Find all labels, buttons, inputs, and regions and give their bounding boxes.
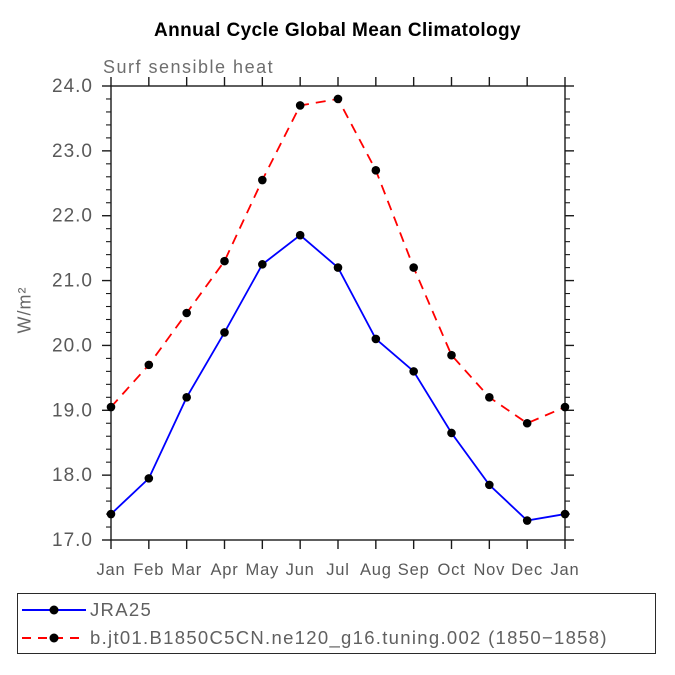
x-tick-label: Jan <box>550 561 579 579</box>
legend-marker-dot <box>49 633 59 643</box>
x-tick-label: Jul <box>326 561 350 579</box>
y-tick-label: 18.0 <box>52 465 93 486</box>
legend-marker-dot <box>49 605 59 615</box>
legend-line-sample-dashed <box>22 633 86 643</box>
data-point-marker <box>409 263 418 272</box>
x-tick-label: Feb <box>133 561 164 579</box>
data-point-marker <box>220 328 229 337</box>
data-point-marker <box>144 360 154 370</box>
data-point-marker <box>106 509 116 519</box>
data-point-marker <box>333 263 343 272</box>
data-point-marker <box>522 418 532 428</box>
data-point-marker <box>485 393 494 402</box>
x-tick-label: Apr <box>210 561 238 579</box>
data-point-marker <box>258 260 267 269</box>
data-point-marker <box>371 334 381 344</box>
data-point-marker <box>447 350 456 360</box>
data-point-marker <box>560 402 570 412</box>
data-point-marker <box>371 166 381 175</box>
x-tick-label: Aug <box>360 561 392 579</box>
y-tick-label: 20.0 <box>52 335 93 356</box>
data-point-marker <box>333 94 343 104</box>
x-tick-label: Mar <box>171 561 202 579</box>
x-tick-label: Nov <box>473 561 505 579</box>
x-tick-label: May <box>246 561 280 579</box>
legend-label: JRA25 <box>90 599 153 620</box>
y-tick-label: 19.0 <box>52 400 93 421</box>
chart-subtitle: Surf sensible heat <box>103 57 275 77</box>
x-tick-label: Dec <box>511 561 543 579</box>
data-point-marker <box>447 428 456 438</box>
series-line-1 <box>110 97 566 425</box>
y-tick-label: 17.0 <box>52 530 93 551</box>
legend-box: JRA25 b.jt01.B1850C5CN.ne120_g16.tuning.… <box>17 593 656 654</box>
data-point-marker <box>220 256 229 266</box>
data-point-marker <box>182 308 191 318</box>
x-tick-label: Jun <box>286 561 315 579</box>
chart-title: Annual Cycle Global Mean Climatology <box>153 20 521 41</box>
legend-entry-jra25: JRA25 <box>22 597 152 623</box>
legend-entry-model: b.jt01.B1850C5CN.ne120_g16.tuning.002 (1… <box>22 625 608 651</box>
data-point-marker <box>295 101 305 110</box>
data-point-marker <box>258 175 267 185</box>
data-point-marker <box>106 402 116 412</box>
data-point-marker <box>182 393 191 402</box>
x-tick-label: Sep <box>398 561 430 579</box>
y-tick-label: 24.0 <box>52 76 93 97</box>
data-point-marker <box>485 480 494 490</box>
y-tick-label: 21.0 <box>52 271 93 292</box>
data-point-marker <box>144 474 154 483</box>
legend-line-sample-solid <box>22 605 86 615</box>
y-tick-label: 22.0 <box>52 206 93 227</box>
data-point-marker <box>409 367 418 376</box>
x-tick-label: Oct <box>437 561 465 579</box>
y-tick-label: 23.0 <box>52 141 93 162</box>
data-point-marker <box>295 230 305 240</box>
legend-label: b.jt01.B1850C5CN.ne120_g16.tuning.002 (1… <box>90 627 608 648</box>
data-point-marker <box>560 509 570 519</box>
data-point-marker <box>522 516 532 525</box>
x-tick-label: Jan <box>96 561 125 579</box>
series-line-0 <box>110 234 566 522</box>
plot-frame <box>110 85 566 541</box>
